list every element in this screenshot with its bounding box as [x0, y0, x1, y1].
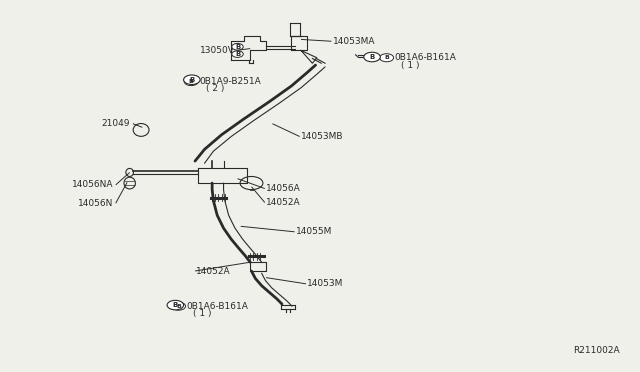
Text: 0B1A6-B161A: 0B1A6-B161A — [187, 302, 249, 311]
Circle shape — [232, 44, 243, 50]
Text: 14053M: 14053M — [307, 279, 344, 288]
Circle shape — [364, 52, 380, 62]
Text: 0B1A9-B251A: 0B1A9-B251A — [200, 77, 261, 86]
Text: 14056N: 14056N — [79, 199, 114, 208]
Circle shape — [167, 300, 184, 310]
Text: 14053MA: 14053MA — [333, 37, 375, 46]
Text: B: B — [189, 79, 194, 84]
Text: ( 2 ): ( 2 ) — [206, 84, 224, 93]
Text: 14056A: 14056A — [266, 184, 301, 193]
Text: B: B — [235, 44, 240, 50]
Text: 0B1A6-B161A: 0B1A6-B161A — [395, 53, 457, 62]
Text: B: B — [173, 302, 178, 308]
Text: B: B — [235, 51, 240, 57]
Text: B: B — [384, 55, 389, 60]
Text: 14055M: 14055M — [296, 227, 332, 236]
Circle shape — [172, 302, 186, 310]
Text: 13050V: 13050V — [200, 46, 234, 55]
Circle shape — [184, 75, 200, 84]
Circle shape — [240, 176, 263, 190]
Text: B: B — [176, 304, 181, 309]
Circle shape — [232, 51, 243, 57]
Text: ( 1 ): ( 1 ) — [193, 309, 212, 318]
Text: 14052A: 14052A — [266, 198, 301, 207]
Text: B: B — [369, 54, 374, 60]
Circle shape — [184, 77, 198, 86]
Text: R211002A: R211002A — [573, 346, 620, 355]
Text: B: B — [189, 77, 195, 83]
Ellipse shape — [126, 169, 134, 176]
Text: ( 1 ): ( 1 ) — [401, 61, 420, 70]
Circle shape — [380, 54, 394, 62]
Text: 14052A: 14052A — [196, 266, 231, 276]
Ellipse shape — [124, 177, 136, 189]
Text: 21049: 21049 — [101, 119, 130, 128]
Text: 14053MB: 14053MB — [301, 132, 344, 141]
Text: 14056NA: 14056NA — [72, 180, 114, 189]
